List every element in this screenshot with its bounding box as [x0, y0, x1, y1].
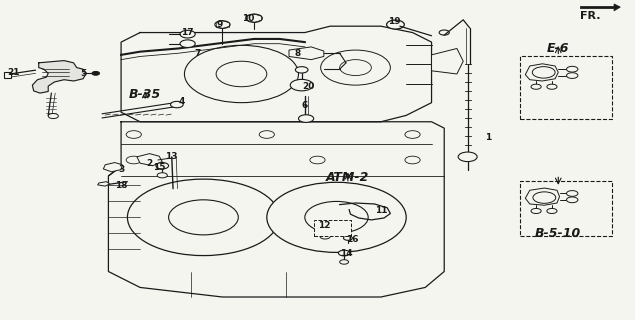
Text: 12: 12	[318, 221, 330, 230]
Circle shape	[547, 208, 557, 213]
Circle shape	[340, 60, 371, 76]
Circle shape	[566, 66, 578, 72]
Circle shape	[298, 115, 314, 123]
Text: 16: 16	[346, 235, 359, 244]
Circle shape	[387, 20, 404, 29]
Circle shape	[48, 114, 58, 119]
Text: 18: 18	[115, 181, 128, 190]
Text: ATM-2: ATM-2	[326, 171, 370, 184]
Circle shape	[156, 163, 169, 169]
Circle shape	[310, 156, 325, 164]
Circle shape	[267, 182, 406, 252]
Circle shape	[321, 50, 391, 85]
Text: 6: 6	[302, 101, 308, 110]
Text: 13: 13	[166, 152, 178, 161]
Text: 19: 19	[389, 17, 401, 26]
Text: 21: 21	[7, 68, 20, 77]
Circle shape	[458, 152, 477, 162]
Text: 20: 20	[302, 82, 314, 91]
Polygon shape	[432, 49, 463, 74]
Circle shape	[216, 61, 267, 87]
Circle shape	[92, 71, 100, 75]
Bar	[520, 56, 612, 119]
Circle shape	[566, 191, 578, 196]
Circle shape	[180, 30, 195, 38]
Text: 15: 15	[153, 164, 165, 172]
Circle shape	[126, 156, 142, 164]
Polygon shape	[32, 60, 86, 93]
Circle shape	[344, 236, 352, 240]
Circle shape	[319, 222, 331, 228]
Polygon shape	[580, 4, 620, 11]
Text: 10: 10	[241, 14, 254, 23]
Text: 5: 5	[80, 69, 86, 78]
Bar	[4, 72, 11, 78]
Polygon shape	[525, 188, 559, 205]
Text: 9: 9	[216, 20, 222, 29]
Polygon shape	[98, 182, 110, 186]
Circle shape	[405, 156, 420, 164]
Circle shape	[180, 40, 195, 48]
Circle shape	[531, 84, 541, 89]
Circle shape	[320, 234, 330, 239]
Circle shape	[566, 73, 578, 78]
Circle shape	[290, 79, 313, 91]
Text: B-35: B-35	[129, 88, 161, 101]
Text: 14: 14	[340, 250, 352, 259]
Bar	[314, 220, 351, 236]
Circle shape	[246, 14, 262, 22]
Polygon shape	[525, 64, 558, 81]
Text: E-6: E-6	[547, 42, 570, 55]
Circle shape	[305, 201, 368, 233]
Circle shape	[295, 67, 308, 73]
Text: 8: 8	[294, 49, 300, 58]
Text: 3: 3	[118, 165, 124, 174]
Circle shape	[259, 131, 274, 138]
Text: B-5-10: B-5-10	[535, 227, 582, 240]
Polygon shape	[104, 163, 123, 172]
Circle shape	[126, 131, 142, 138]
Circle shape	[169, 200, 238, 235]
Circle shape	[533, 192, 556, 203]
Circle shape	[157, 173, 168, 178]
Text: 11: 11	[375, 206, 387, 215]
Circle shape	[547, 84, 557, 89]
Text: 2: 2	[147, 159, 153, 168]
Circle shape	[338, 250, 350, 256]
Bar	[520, 181, 612, 236]
Text: 17: 17	[182, 28, 194, 37]
Circle shape	[405, 131, 420, 138]
Circle shape	[128, 179, 279, 256]
Circle shape	[340, 260, 349, 264]
Text: 1: 1	[485, 133, 491, 142]
Text: 7: 7	[194, 49, 200, 58]
Circle shape	[171, 101, 183, 108]
Circle shape	[531, 208, 541, 213]
Text: 4: 4	[178, 97, 184, 106]
Circle shape	[566, 197, 578, 203]
Text: FR.: FR.	[580, 11, 600, 21]
Polygon shape	[289, 47, 324, 60]
Circle shape	[532, 67, 555, 78]
Circle shape	[215, 21, 230, 28]
Circle shape	[439, 30, 450, 35]
Circle shape	[184, 45, 298, 103]
Polygon shape	[137, 154, 163, 166]
